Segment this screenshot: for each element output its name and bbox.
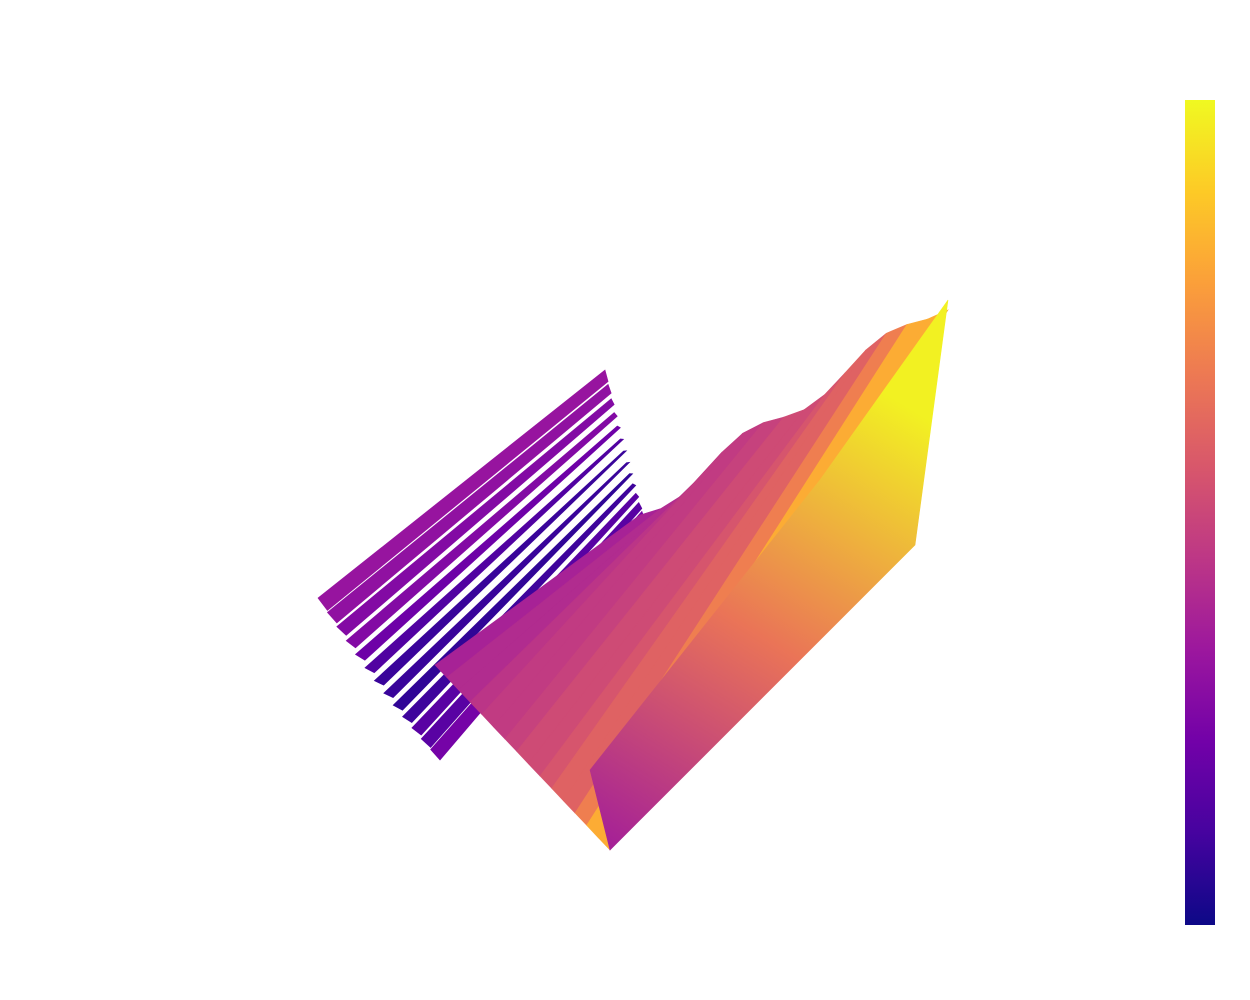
colorbar-gradient (1185, 100, 1215, 925)
surface-left-ribbon (326, 383, 612, 624)
surface-left-ribbon (373, 450, 628, 686)
surface-layer (317, 299, 949, 851)
surface-right-face (589, 299, 949, 851)
surface-left-ribbon (392, 473, 634, 711)
surface-left-ribbon (336, 398, 615, 636)
surface-left-ribbon (345, 412, 618, 649)
surface-left-ribbon (317, 369, 609, 611)
surface-left-ribbon (383, 461, 631, 699)
surface-left-ribbon (354, 425, 621, 661)
surface-left-ribbon (364, 438, 625, 674)
colorbar (1185, 100, 1215, 925)
